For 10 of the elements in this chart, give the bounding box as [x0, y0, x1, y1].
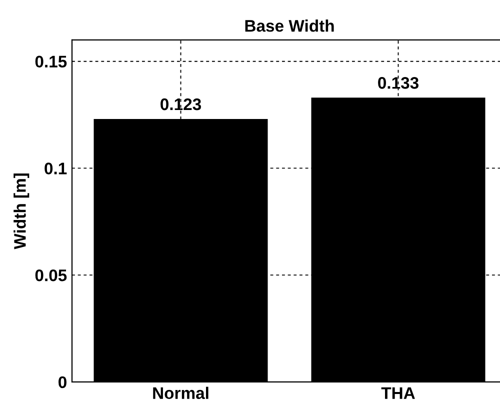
y-tick-label: 0	[58, 376, 66, 388]
chart-title: Base Width	[245, 20, 334, 32]
data-label: 0.133	[378, 77, 419, 89]
data-label: 0.123	[160, 98, 202, 110]
x-tick-label: Normal	[153, 386, 208, 400]
y-tick-label: 0.15	[35, 56, 67, 68]
y-tick-label: 0.05	[35, 269, 67, 282]
y-tick-label: 0.1	[44, 162, 67, 174]
x-tick-label: THA	[381, 387, 415, 399]
y-axis-title: Width [m]	[14, 174, 30, 250]
